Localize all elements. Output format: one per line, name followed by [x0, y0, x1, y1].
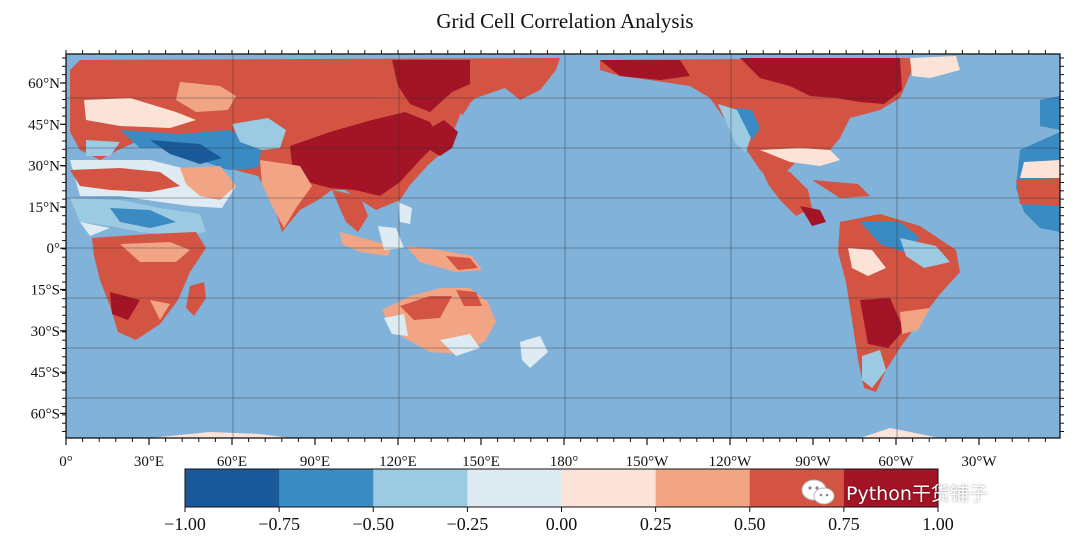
lon-tick-label: 90°E [300, 454, 330, 470]
lat-tick-label: 60°S [31, 406, 60, 422]
colorbar-label: 0.00 [546, 514, 578, 534]
watermark-text: Python干货铺子 [846, 482, 988, 505]
lon-tick-label: 30°E [134, 454, 164, 470]
colorbar-segment [561, 469, 657, 507]
lat-tick-label: 45°S [31, 365, 60, 381]
colorbar-label: −0.25 [447, 514, 489, 534]
colorbar-label: 1.00 [922, 514, 954, 534]
watermark: Python干货铺子 [800, 477, 988, 507]
japan [430, 120, 458, 156]
lon-tick-label: 90°W [795, 454, 831, 470]
lat-tick-label: 45°N [28, 117, 60, 133]
colorbar-label: −0.75 [258, 514, 300, 534]
colorbar-label: 0.25 [640, 514, 672, 534]
colorbar-segment [467, 469, 562, 507]
lon-tick-label: 60°E [217, 454, 247, 470]
lon-tick-label: 120°W [709, 454, 752, 470]
india [260, 160, 312, 228]
lat-tick-label: 0° [47, 241, 61, 257]
lat-tick-label: 60°N [28, 76, 60, 92]
lat-tick-label: 15°S [31, 283, 60, 299]
lon-tick-label: 120°E [379, 454, 417, 470]
map-title: Grid Cell Correlation Analysis [436, 9, 694, 33]
colorbar-segment [655, 469, 751, 507]
colorbar-label: 0.75 [828, 514, 860, 534]
lon-tick-label: 180° [550, 454, 579, 470]
lon-tick-label: 30°W [961, 454, 997, 470]
lon-tick-label: 0° [59, 454, 73, 470]
asia-core [290, 112, 440, 196]
antarctica [150, 432, 290, 438]
lon-tick-label: 150°E [462, 454, 500, 470]
colorbar-segment [185, 469, 280, 507]
lat-tick-label: 30°S [31, 324, 60, 340]
colorbar-label: 0.50 [734, 514, 766, 534]
colorbar-label: −0.50 [352, 514, 394, 534]
colorbar-label: −1.00 [164, 514, 206, 534]
lon-tick-label: 150°W [626, 454, 669, 470]
wechat-icon [801, 479, 835, 505]
colorbar-segment [843, 469, 939, 507]
colorbar-segment [373, 469, 468, 507]
gridlines [66, 54, 1060, 438]
lon-tick-label: 60°W [878, 454, 914, 470]
madagascar [186, 282, 206, 316]
colorbar-segment [279, 469, 374, 507]
lat-tick-label: 15°N [28, 200, 60, 216]
lat-tick-label: 30°N [28, 159, 60, 175]
map-frame [65, 53, 1061, 439]
